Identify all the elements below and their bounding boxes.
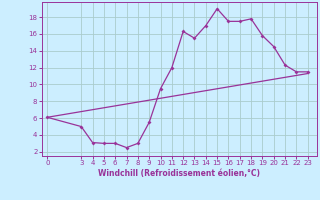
X-axis label: Windchill (Refroidissement éolien,°C): Windchill (Refroidissement éolien,°C) [98,169,260,178]
